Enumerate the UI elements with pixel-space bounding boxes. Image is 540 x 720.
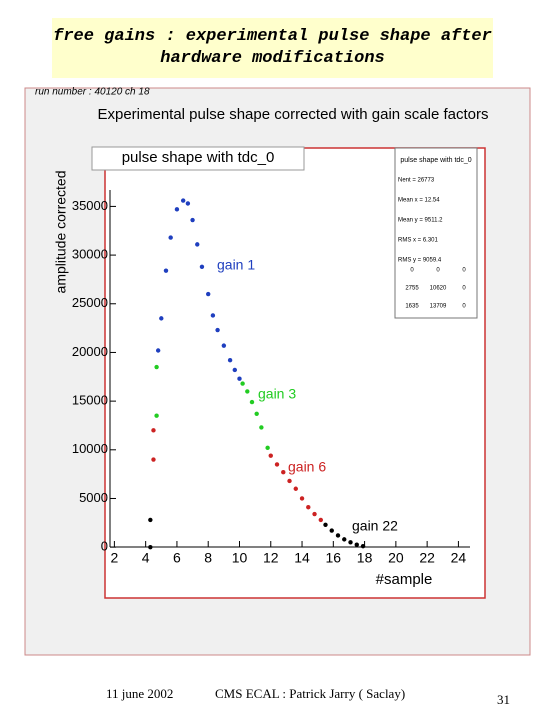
data-point (265, 445, 270, 451)
y-tick-label: 25000 (72, 295, 108, 310)
y-tick-label: 35000 (72, 198, 108, 213)
data-point (360, 543, 366, 549)
data-point (281, 469, 286, 475)
x-tick-label: 8 (204, 550, 212, 566)
y-tick-label: 0 (101, 539, 108, 554)
data-point (195, 242, 200, 247)
data-point (299, 496, 305, 501)
data-point (151, 428, 156, 433)
data-point (215, 327, 220, 333)
x-tick-label: 22 (419, 550, 435, 566)
data-point (323, 522, 328, 527)
data-point (221, 343, 227, 348)
stats-line: Mean y = 9511.2 (398, 218, 443, 224)
series-label: gain 3 (258, 386, 296, 402)
data-point (227, 358, 233, 363)
data-point (159, 316, 164, 321)
x-tick-label: 10 (232, 550, 248, 566)
data-point (245, 389, 250, 394)
footer-author: CMS ECAL : Patrick Jarry ( Saclay) (215, 686, 406, 701)
data-point (293, 486, 298, 491)
y-tick-label: 5000 (79, 490, 108, 505)
data-point (151, 457, 156, 462)
data-point (287, 478, 292, 484)
stats-title: pulse shape with tdc_0 (400, 157, 471, 164)
stats-line: RMS y = 9059.4 (398, 258, 442, 264)
data-point (180, 198, 186, 203)
data-point (335, 533, 341, 538)
pad-title-box (91, 146, 305, 171)
series-label: gain 1 (217, 257, 255, 273)
data-point (206, 291, 211, 297)
pad-title: pulse shape with tdc_0 (122, 149, 275, 166)
stats-line: Mean x = 12.54 (398, 198, 440, 204)
stats-cell: 0 (462, 286, 466, 292)
stats-cell: 0 (462, 304, 466, 310)
data-point (148, 517, 153, 523)
stats-cell: 0 (436, 268, 440, 274)
x-tick-label: 2 (110, 550, 118, 566)
data-point (232, 367, 237, 373)
series-label: gain 22 (352, 518, 398, 534)
data-point (163, 268, 169, 273)
stats-cell: 0 (410, 268, 414, 274)
y-axis-label: amplitude corrected (53, 171, 69, 294)
chart-title: Experimental pulse shape corrected with … (97, 106, 488, 123)
stats-cell: 0 (462, 268, 466, 274)
page-number: 31 (497, 692, 510, 707)
y-tick-label: 30000 (72, 247, 108, 262)
x-tick-label: 6 (173, 550, 181, 566)
data-point (155, 348, 161, 353)
stats-cell: 13709 (430, 304, 447, 310)
data-point (342, 537, 347, 542)
data-point (185, 201, 191, 206)
data-point (148, 544, 153, 550)
data-point (199, 264, 205, 269)
stats-cell: 2755 (405, 286, 419, 292)
x-tick-label: 16 (326, 550, 342, 566)
data-point (240, 381, 245, 386)
data-point (318, 517, 324, 523)
x-tick-label: 4 (142, 550, 150, 566)
stats-cell: 1635 (405, 304, 419, 310)
stats-box (394, 147, 478, 319)
data-point (348, 540, 353, 545)
data-point (259, 425, 264, 430)
x-axis-label: #sample (376, 571, 433, 588)
data-point (210, 313, 216, 318)
slide-title: free gains : experimental pulse shape af… (52, 18, 493, 78)
series-label: gain 6 (288, 459, 326, 475)
x-tick-label: 20 (388, 550, 404, 566)
data-point (174, 207, 180, 212)
footer-date: 11 june 2002 (106, 686, 174, 701)
x-tick-label: 24 (451, 550, 467, 566)
data-point (268, 453, 273, 458)
data-point (312, 511, 317, 517)
data-point (306, 505, 311, 510)
data-point (168, 235, 173, 240)
data-point (274, 462, 280, 467)
x-tick-label: 18 (357, 550, 373, 566)
data-point (154, 413, 159, 418)
data-point (237, 376, 242, 381)
data-point (329, 528, 334, 533)
stats-line: Nent = 26773 (398, 178, 435, 184)
y-tick-label: 15000 (72, 393, 108, 408)
data-point (249, 399, 255, 405)
data-point (354, 542, 359, 547)
run-label: run number : 40120 ch 18 (35, 87, 150, 98)
data-point (254, 411, 259, 416)
stats-line: RMS x = 6.301 (398, 238, 439, 244)
data-point (154, 364, 159, 370)
stats-cell: 10620 (430, 286, 447, 292)
x-tick-label: 12 (263, 550, 279, 566)
data-point (190, 217, 195, 223)
y-tick-label: 20000 (72, 344, 108, 359)
y-tick-label: 10000 (72, 441, 108, 456)
x-tick-label: 14 (294, 550, 310, 566)
